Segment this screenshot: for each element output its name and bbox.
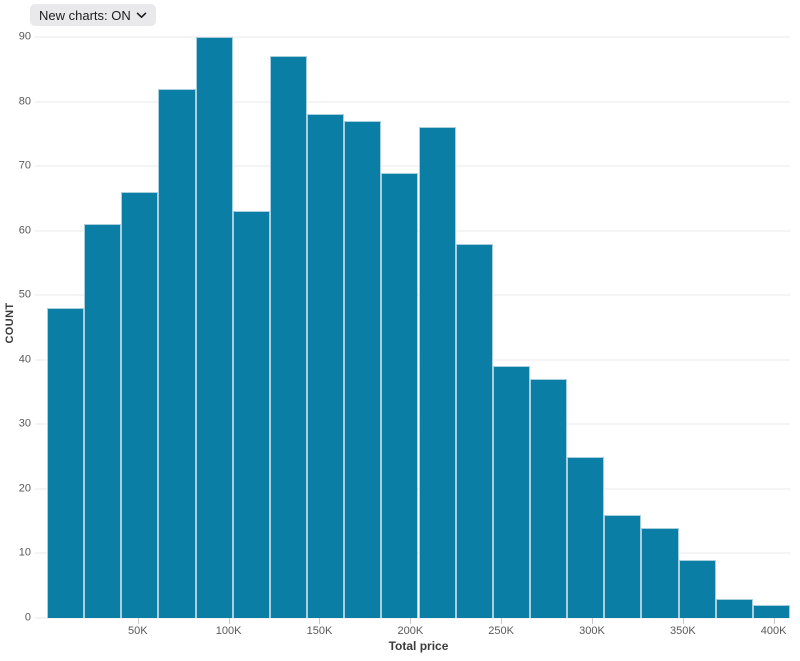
y-tick-label: 70 — [18, 159, 31, 172]
x-tick-mark — [319, 618, 321, 624]
histogram-bar[interactable] — [715, 598, 753, 618]
x-tick-mark — [228, 618, 230, 624]
histogram-bar[interactable] — [381, 172, 419, 618]
new-charts-dropdown[interactable]: New charts: ON — [30, 4, 156, 26]
histogram-bar[interactable] — [567, 456, 605, 618]
x-tick-mark — [410, 618, 412, 624]
new-charts-dropdown-label: New charts: ON — [39, 7, 131, 23]
x-tick-label: 200K — [397, 625, 424, 637]
x-tick-label: 50K — [128, 625, 148, 637]
x-tick-label: 400K — [760, 625, 787, 637]
gridline — [35, 165, 790, 167]
x-axis: 50K 100K 150K 200K 250K 300K 350K 400K — [47, 618, 790, 648]
x-tick-label: 100K — [215, 625, 242, 637]
histogram-bar[interactable] — [121, 191, 159, 618]
y-tick-label: 0 — [24, 611, 31, 624]
histogram-bar[interactable] — [641, 527, 679, 618]
gridline — [35, 101, 790, 103]
histogram-bar[interactable] — [47, 308, 85, 618]
x-tick-label: 350K — [669, 625, 696, 637]
histogram-bar[interactable] — [158, 88, 196, 618]
x-tick-label: 250K — [488, 625, 515, 637]
histogram-bar[interactable] — [752, 605, 790, 618]
gridline — [35, 36, 790, 38]
histogram-bar[interactable] — [678, 559, 716, 618]
x-tick-mark — [591, 618, 593, 624]
plot-area — [35, 36, 790, 619]
y-tick-label: 20 — [18, 482, 31, 495]
y-tick-label: 90 — [18, 30, 31, 43]
chevron-down-icon — [136, 11, 147, 19]
x-tick-mark — [773, 618, 775, 624]
histogram-bar[interactable] — [455, 243, 493, 618]
histogram-bar[interactable] — [529, 379, 568, 618]
y-tick-label: 10 — [18, 546, 31, 559]
histogram-bar[interactable] — [84, 224, 122, 618]
histogram-bar[interactable] — [307, 114, 345, 618]
histogram-bar[interactable] — [418, 127, 456, 618]
y-tick-label: 60 — [18, 224, 31, 237]
y-tick-label: 30 — [18, 417, 31, 430]
x-tick-label: 150K — [306, 625, 333, 637]
x-tick-mark — [137, 618, 139, 624]
y-tick-label: 40 — [18, 353, 31, 366]
histogram-bar[interactable] — [195, 37, 233, 618]
histogram-bar[interactable] — [232, 211, 270, 618]
histogram-bar[interactable] — [604, 514, 642, 618]
y-axis-tick-labels: 0 10 20 30 40 50 60 70 80 90 — [0, 31, 31, 623]
histogram-bar[interactable] — [492, 366, 530, 618]
x-axis-title: Total price — [388, 639, 449, 653]
histogram-bar[interactable] — [269, 56, 308, 618]
histogram-bar[interactable] — [344, 120, 382, 618]
gridline — [35, 617, 790, 619]
x-tick-mark — [501, 618, 503, 624]
x-tick-label: 300K — [579, 625, 605, 637]
x-tick-mark — [682, 618, 684, 624]
y-tick-label: 50 — [18, 288, 31, 301]
y-tick-label: 80 — [18, 95, 31, 108]
